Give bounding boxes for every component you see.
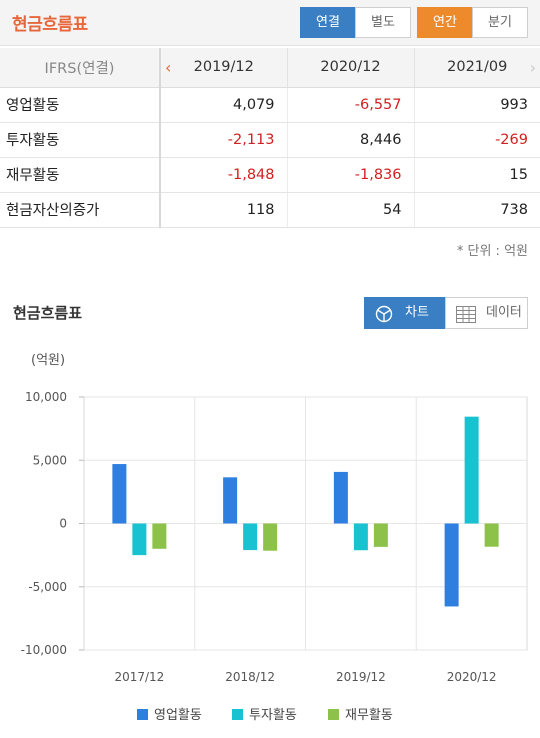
- header-bar: 현금흐름표 연결 별도 연간 분기: [0, 0, 540, 46]
- legend-item: 투자활동: [232, 704, 297, 723]
- x-tick-label: 2018/12: [225, 670, 275, 684]
- table-cell: 8,446: [287, 122, 415, 158]
- table-cell: 118: [160, 192, 288, 228]
- row-label: 영업활동: [0, 87, 161, 123]
- bar: [464, 416, 479, 524]
- table-cell: 4,079: [160, 87, 288, 123]
- row-label: 재무활동: [0, 157, 161, 193]
- bar: [223, 477, 238, 524]
- tab-chart[interactable]: 차트: [364, 297, 446, 329]
- row-label: 투자활동: [0, 122, 161, 158]
- legend-swatch: [328, 709, 339, 720]
- bar: [333, 471, 348, 524]
- legend-swatch: [137, 709, 148, 720]
- tab-consolidated[interactable]: 연결: [300, 7, 356, 38]
- bar: [243, 523, 258, 551]
- table-cell: -2,113: [160, 122, 288, 158]
- table-cell: 15: [414, 157, 540, 193]
- row-label: 현금자산의증가: [0, 192, 161, 228]
- cashflow-chart: 10,000 5,000 0 -5,000 -10,000 2017/12 2018/12 2…: [21, 390, 528, 684]
- table-cell: -269: [414, 122, 540, 158]
- legend-label: 투자활동: [249, 708, 297, 723]
- tab-chart-label: 차트: [405, 305, 429, 320]
- table-cell: 738: [414, 192, 540, 228]
- tab-annual[interactable]: 연간: [417, 7, 473, 38]
- tab-data[interactable]: 데이터: [445, 297, 528, 329]
- y-axis-unit: (억원): [31, 353, 66, 368]
- table-cell: -6,557: [287, 87, 415, 123]
- basis-label: IFRS(연결): [0, 48, 161, 88]
- legend-swatch: [232, 709, 243, 720]
- y-tick-label: 5,000: [33, 453, 67, 467]
- table-cell: 54: [287, 192, 415, 228]
- cashflow-table: IFRS(연결) ‹ 2019/12 2020/12 2021/09 › 영업활…: [0, 48, 540, 228]
- column-header: ‹ 2019/12: [160, 48, 288, 88]
- bar: [112, 464, 127, 524]
- legend-label: 재무활동: [345, 708, 393, 723]
- chart-section-title: 현금흐름표: [13, 304, 83, 322]
- legend-item: 영업활동: [137, 704, 202, 723]
- legend-item: 재무활동: [328, 704, 393, 723]
- tab-quarterly[interactable]: 분기: [472, 7, 528, 38]
- y-tick-label: 0: [59, 517, 67, 531]
- column-label: 2020/12: [320, 59, 381, 76]
- table-row: 현금자산의증가 118 54 738: [0, 192, 540, 228]
- table-grid-icon: [456, 305, 476, 335]
- table-row: 영업활동 4,079 -6,557 993: [0, 87, 540, 123]
- chevron-right-icon[interactable]: ›: [529, 58, 536, 77]
- bar: [353, 523, 368, 551]
- bar: [132, 523, 147, 556]
- y-tick-label: 10,000: [25, 390, 67, 404]
- bar: [373, 523, 388, 547]
- y-tick-label: -5,000: [28, 580, 67, 594]
- unit-note: * 단위 : 억원: [456, 244, 528, 259]
- table-cell: -1,836: [287, 157, 415, 193]
- x-tick-label: 2017/12: [114, 670, 164, 684]
- table-row: 투자활동 -2,113 8,446 -269: [0, 122, 540, 158]
- tab-data-label: 데이터: [486, 305, 522, 320]
- bar: [152, 523, 167, 549]
- column-header: 2021/09 ›: [414, 48, 540, 88]
- legend-label: 영업활동: [154, 708, 202, 723]
- table-cell: 993: [414, 87, 540, 123]
- bar: [484, 523, 499, 547]
- pie-chart-icon: [375, 305, 393, 335]
- tab-separate[interactable]: 별도: [355, 7, 411, 38]
- column-label: 2021/09: [447, 59, 508, 76]
- y-tick-label: -10,000: [21, 643, 67, 657]
- x-tick-label: 2019/12: [336, 670, 386, 684]
- bar: [263, 523, 278, 551]
- chevron-left-icon[interactable]: ‹: [165, 58, 172, 77]
- column-header: 2020/12: [287, 48, 415, 88]
- x-tick-label: 2020/12: [447, 670, 497, 684]
- bar: [444, 523, 459, 607]
- page-title: 현금흐름표: [12, 15, 88, 35]
- column-label: 2019/12: [193, 59, 254, 76]
- table-row: 재무활동 -1,848 -1,836 15: [0, 157, 540, 193]
- table-cell: -1,848: [160, 157, 288, 193]
